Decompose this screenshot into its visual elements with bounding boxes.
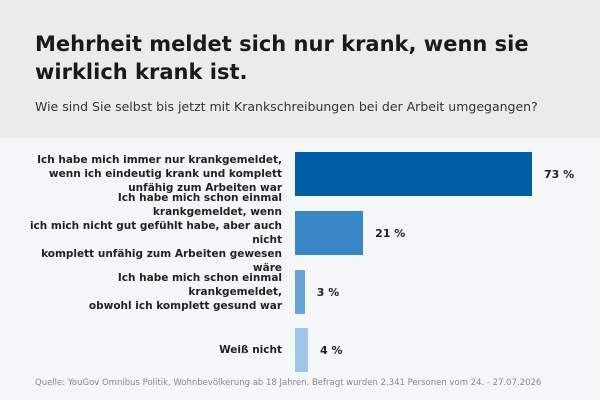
bar <box>295 152 532 196</box>
value-label: 73 % <box>544 167 575 181</box>
category-label: Ich habe mich immer nur krankgemeldet, w… <box>37 154 282 194</box>
chart-subtitle: Wie sind Sie selbst bis jetzt mit Kranks… <box>35 99 538 114</box>
category-label: Ich habe mich schon einmal krankgemeldet… <box>29 192 282 274</box>
value-label: 4 % <box>319 343 343 357</box>
value-label: 21 % <box>375 226 406 240</box>
source-note: Quelle: YouGov Omnibus Politik, Wohnbevö… <box>35 378 542 388</box>
header-band <box>0 0 600 138</box>
value-label: 3 % <box>316 285 340 299</box>
chart-title: Mehrheit meldet sich nur krank, wenn sie… <box>35 32 529 84</box>
bar <box>295 328 308 372</box>
category-label: Ich habe mich schon einmal krankgemeldet… <box>88 272 282 312</box>
category-label: Weiß nicht <box>219 344 282 356</box>
bar <box>295 270 305 314</box>
bar <box>295 211 364 255</box>
